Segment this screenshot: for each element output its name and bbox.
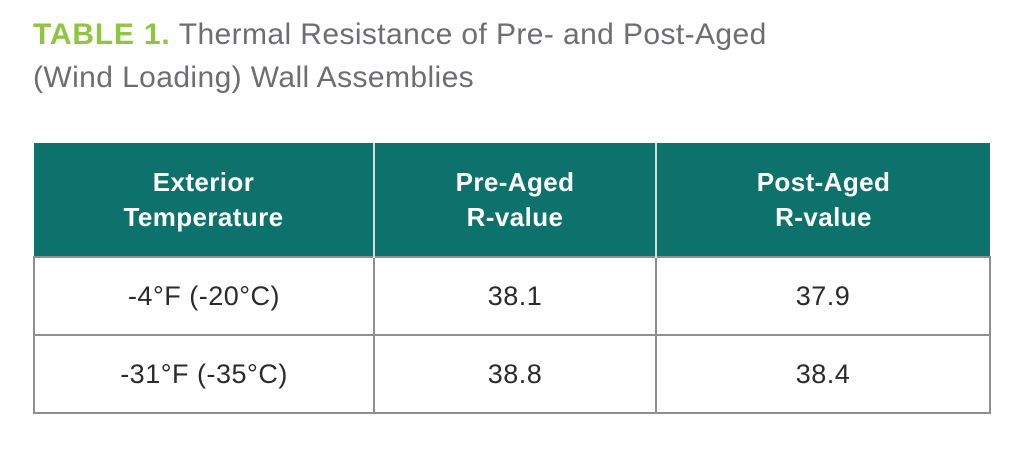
header-exterior-line-1: Exterior — [152, 166, 255, 197]
cell-temperature-row2: -31°F (-35°C) — [33, 334, 375, 414]
table-header-row: Exterior Temperature Pre-Aged R-value Po… — [34, 143, 990, 257]
table-number-label: TABLE 1. — [33, 18, 171, 51]
caption-line-2: (Wind Loading) Wall Assemblies — [33, 61, 475, 94]
cell-pre-aged-row1: 38.1 — [373, 256, 657, 336]
header-exterior-line-2: Temperature — [123, 201, 284, 232]
header-pre-aged-line-2: R-value — [466, 201, 564, 232]
thermal-resistance-table: Exterior Temperature Pre-Aged R-value Po… — [33, 143, 991, 414]
cell-temperature-row1: -4°F (-20°C) — [33, 256, 375, 336]
header-cell-pre-aged: Pre-Aged R-value — [373, 143, 656, 257]
header-pre-aged-line-1: Pre-Aged — [455, 166, 575, 197]
header-post-aged-line-2: R-value — [775, 201, 872, 232]
cell-post-aged-row1: 37.9 — [655, 256, 991, 336]
table-row: -31°F (-35°C) 38.8 38.4 — [33, 334, 991, 414]
header-cell-exterior-temperature: Exterior Temperature — [34, 143, 374, 257]
caption-line-1: TABLE 1. Thermal Resistance of Pre- and … — [33, 13, 767, 56]
cell-pre-aged-row2: 38.8 — [373, 334, 657, 414]
table-caption: TABLE 1. Thermal Resistance of Pre- and … — [33, 13, 767, 99]
header-post-aged-line-1: Post-Aged — [756, 166, 891, 197]
caption-title-part-1: Thermal Resistance of Pre- and Post-Aged — [178, 18, 767, 51]
header-cell-post-aged: Post-Aged R-value — [655, 143, 990, 257]
cell-post-aged-row2: 38.4 — [655, 334, 991, 414]
table-row: -4°F (-20°C) 38.1 37.9 — [33, 256, 991, 336]
